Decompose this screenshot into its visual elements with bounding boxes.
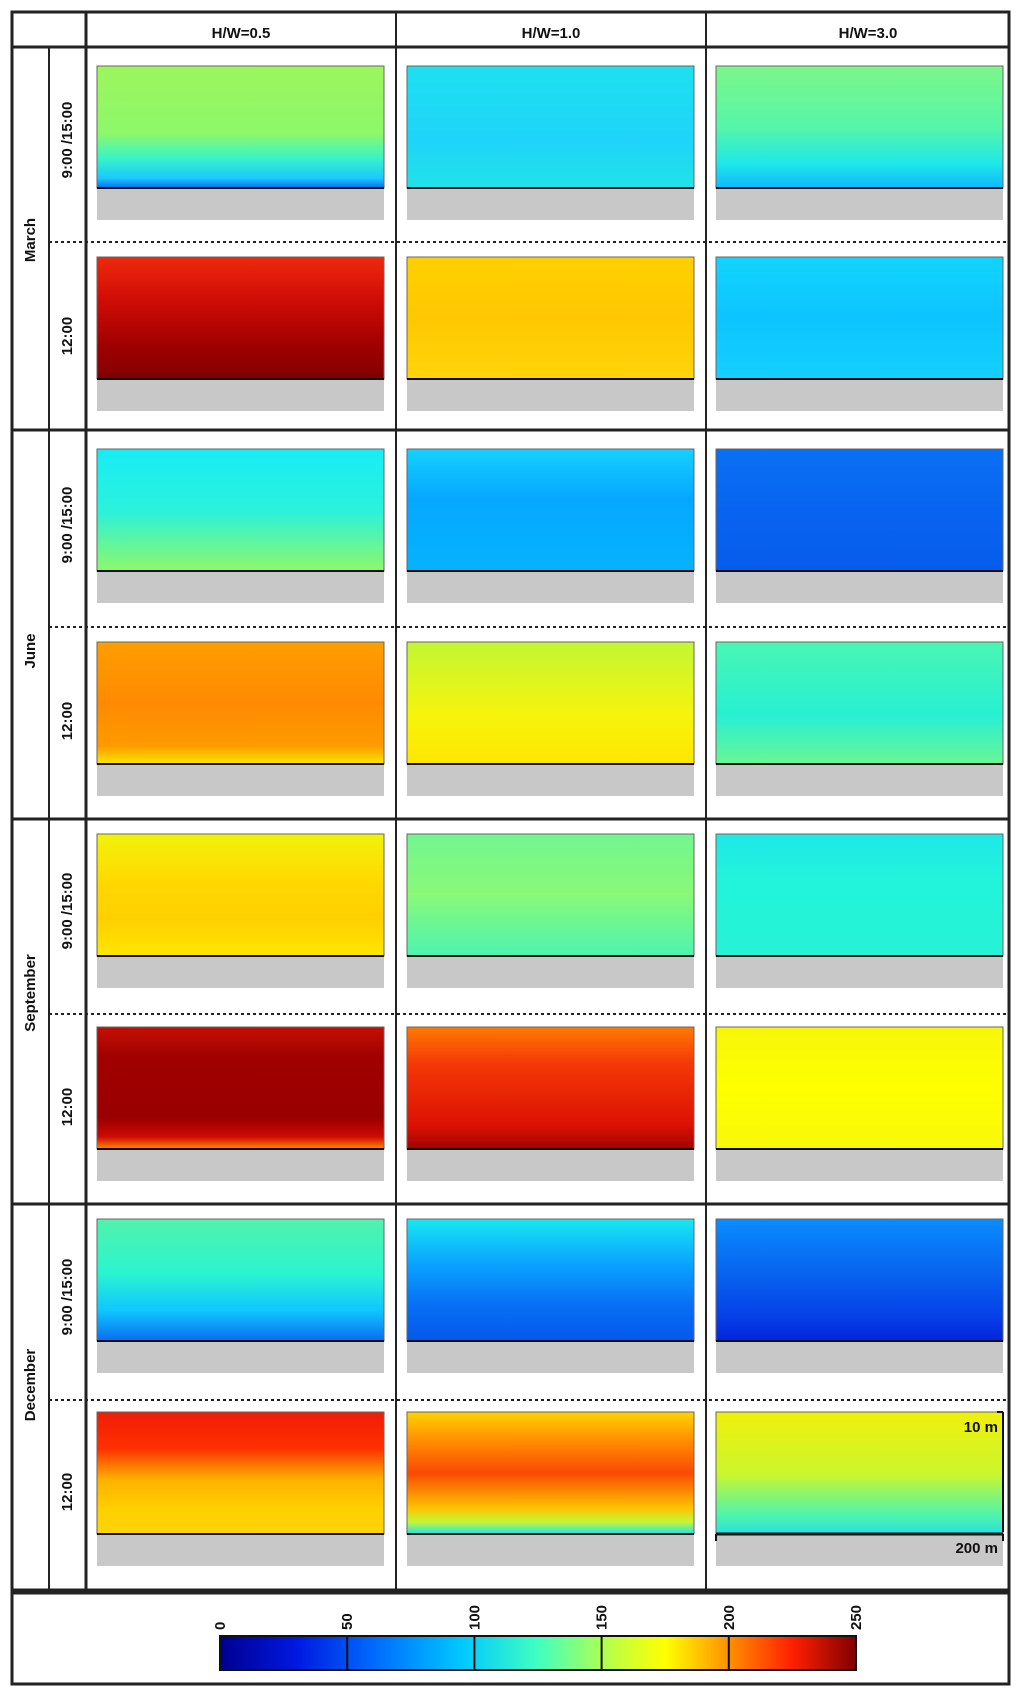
heatmap-panel-september-morning-col3 bbox=[715, 833, 1004, 957]
heatmap-panel-june-noon-col1 bbox=[96, 641, 385, 765]
time-label-december-morning: 9:00 /15:00 bbox=[59, 1259, 76, 1336]
ground-strip-december-noon-col1 bbox=[97, 1534, 384, 1566]
heatmap-panel-september-noon-col1 bbox=[96, 1026, 385, 1150]
scale-bars: 10 m 200 m bbox=[715, 1411, 1004, 1557]
ground-strip-september-noon-col2 bbox=[407, 1149, 694, 1181]
ground-strip-december-morning-col2 bbox=[407, 1341, 694, 1373]
ground-strip-march-morning-col3 bbox=[716, 188, 1003, 220]
heatmap-panel-september-noon-col3 bbox=[715, 1026, 1004, 1150]
month-label-june: June bbox=[22, 633, 39, 668]
ground-strip-september-morning-col2 bbox=[407, 956, 694, 988]
ground-strip-december-morning-col1 bbox=[97, 1341, 384, 1373]
ground-strip-september-morning-col3 bbox=[716, 956, 1003, 988]
heatmap-panel-september-morning-col2 bbox=[406, 833, 695, 957]
height-scale-label: 10 m bbox=[964, 1419, 998, 1436]
heatmap-panel-december-morning-col1 bbox=[96, 1218, 385, 1342]
ground-strip-june-morning-col3 bbox=[716, 571, 1003, 603]
ground-strip-june-noon-col3 bbox=[716, 764, 1003, 796]
ground-strip-september-morning-col1 bbox=[97, 956, 384, 988]
colorbar-tick-label-150: 150 bbox=[594, 1605, 611, 1630]
panel-grid bbox=[96, 65, 1004, 1566]
heatmap-panel-june-morning-col1 bbox=[96, 448, 385, 572]
colorbar-frame bbox=[10, 1591, 1011, 1686]
ground-strip-september-noon-col3 bbox=[716, 1149, 1003, 1181]
heatmap-panel-june-morning-col3 bbox=[715, 448, 1004, 572]
heatmap-panel-december-noon-col3 bbox=[715, 1411, 1004, 1535]
heatmap-panel-june-noon-col2 bbox=[406, 641, 695, 765]
time-label-march-morning: 9:00 /15:00 bbox=[59, 102, 76, 179]
time-label-june-morning: 9:00 /15:00 bbox=[59, 487, 76, 564]
ground-strip-march-morning-col2 bbox=[407, 188, 694, 220]
colorbar: 0 50 100 150 200 250 bbox=[212, 1605, 865, 1671]
heatmap-panel-september-noon-col2 bbox=[406, 1026, 695, 1150]
colorbar-tick-label-250: 250 bbox=[848, 1605, 865, 1630]
month-label-september: September bbox=[22, 954, 39, 1032]
heatmap-panel-december-morning-col3 bbox=[715, 1218, 1004, 1342]
colorbar-tick-label-100: 100 bbox=[466, 1605, 483, 1630]
heatmap-panel-december-noon-col2 bbox=[406, 1411, 695, 1535]
heatmap-panel-march-morning-col1 bbox=[96, 65, 385, 189]
ground-strip-june-noon-col2 bbox=[407, 764, 694, 796]
heatmap-panel-march-noon-col3 bbox=[715, 256, 1004, 380]
time-label-march-noon: 12:00 bbox=[59, 317, 76, 355]
colorbar-tick-label-0: 0 bbox=[212, 1622, 229, 1630]
heatmap-panel-september-morning-col1 bbox=[96, 833, 385, 957]
month-label-march: March bbox=[22, 218, 39, 262]
column-header-hw-1-0: H/W=1.0 bbox=[522, 25, 581, 42]
heatmap-panel-december-noon-col1 bbox=[96, 1411, 385, 1535]
month-label-december: December bbox=[22, 1349, 39, 1422]
ground-strip-september-noon-col1 bbox=[97, 1149, 384, 1181]
heatmap-panel-march-morning-col3 bbox=[715, 65, 1004, 189]
time-label-december-noon: 12:00 bbox=[59, 1473, 76, 1511]
time-label-september-morning: 9:00 /15:00 bbox=[59, 873, 76, 950]
ground-strip-december-noon-col3 bbox=[716, 1534, 1003, 1566]
heatmap-panel-june-noon-col3 bbox=[715, 641, 1004, 765]
ground-strip-march-noon-col2 bbox=[407, 379, 694, 411]
ground-strip-march-noon-col1 bbox=[97, 379, 384, 411]
ground-strip-december-morning-col3 bbox=[716, 1341, 1003, 1373]
heatmap-panel-december-morning-col2 bbox=[406, 1218, 695, 1342]
column-header-hw-3-0: H/W=3.0 bbox=[839, 25, 898, 42]
colorbar-tick-label-200: 200 bbox=[721, 1605, 738, 1630]
ground-strip-june-noon-col1 bbox=[97, 764, 384, 796]
heatmap-panel-march-noon-col1 bbox=[96, 256, 385, 380]
ground-strip-june-morning-col2 bbox=[407, 571, 694, 603]
ground-strip-march-noon-col3 bbox=[716, 379, 1003, 411]
heatmap-panel-march-morning-col2 bbox=[406, 65, 695, 189]
width-scale-label: 200 m bbox=[955, 1540, 998, 1557]
ground-strip-december-noon-col2 bbox=[407, 1534, 694, 1566]
heatmap-panel-june-morning-col2 bbox=[406, 448, 695, 572]
heatmap-panel-march-noon-col2 bbox=[406, 256, 695, 380]
colorbar-gradient bbox=[219, 1635, 857, 1671]
time-label-june-noon: 12:00 bbox=[59, 702, 76, 740]
ground-strip-june-morning-col1 bbox=[97, 571, 384, 603]
ground-strip-march-morning-col1 bbox=[97, 188, 384, 220]
main-frame bbox=[10, 10, 1011, 1592]
colorbar-tick-label-50: 50 bbox=[339, 1613, 356, 1630]
time-label-september-noon: 12:00 bbox=[59, 1088, 76, 1126]
column-header-hw-0-5: H/W=0.5 bbox=[212, 25, 271, 42]
